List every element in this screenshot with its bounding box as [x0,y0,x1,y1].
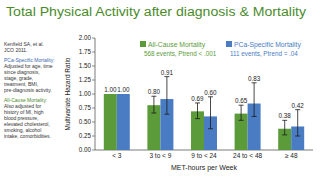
y-tick-label: 1.00 [79,90,92,97]
error-bar [195,103,200,119]
data-label: 0.91 [161,69,174,76]
y-tick-label: 0.25 [79,132,92,139]
title: Total Physical Activity after diagnosis … [6,5,307,19]
series-note: 111 events, Ptrend = .04 [230,50,298,57]
chart: Total Physical Activity after diagnosis … [0,0,320,180]
error-bar-cap [195,102,200,103]
x-axis-title: MET-hours per Week [171,164,238,172]
y-tick-label: 0.50 [79,118,92,125]
y-tick-label: 2.00 [79,34,92,41]
x-tick-label: < 3 [112,152,122,159]
annotation: intake, comorbidities. [4,133,51,139]
error-bar-cap [252,116,257,117]
data-label: 1.00 [104,86,117,93]
error-bar-stem [197,103,198,119]
error-bar-cap [151,113,156,114]
y-axis [95,38,96,150]
error-bar-stem [210,97,211,129]
error-bar-cap [208,96,213,97]
x-tick-label: 3 to < 9 [149,152,171,159]
error-bar-cap [252,82,257,83]
error-bar [295,110,300,136]
error-bar-cap [239,120,244,121]
y-tick-label: 1.75 [79,48,92,55]
y-tick [92,136,95,137]
error-bar-stem [241,105,242,120]
error-bar [252,83,257,117]
data-label: 0.65 [235,97,248,104]
error-bar-cap [282,134,287,135]
x-tick-label: ≥ 48 [285,152,298,159]
y-tick [92,94,95,95]
error-bar-cap [164,76,169,77]
annotation: JCO 2011. [4,47,28,53]
series-note: 568 events, Ptrend < .001 [144,50,217,57]
y-tick [92,122,95,123]
error-bar-cap [195,118,200,119]
data-label: 1.00 [117,86,130,93]
y-tick [92,150,95,151]
bar [104,94,117,150]
error-bar [208,97,213,129]
data-label: 0.42 [292,102,305,109]
error-bar-cap [151,96,156,97]
y-tick [92,80,95,81]
error-bar-stem [166,77,167,115]
legend-swatch [140,41,146,47]
y-tick [92,66,95,67]
error-bar-cap [164,114,169,115]
x-tick-label: 9 to < 24 [191,152,217,159]
error-bar-cap [239,105,244,106]
legend-label: All-Cause Mortality [148,41,206,49]
error-bar [164,77,169,115]
y-tick-label: 0.75 [79,104,92,111]
marks [104,77,304,150]
error-bar [239,105,244,120]
bar [117,94,130,150]
error-bar-cap [282,120,287,121]
error-bar-stem [284,120,285,135]
y-tick [92,38,95,39]
error-bar [282,120,287,135]
error-bar-stem [297,110,298,136]
y-axis-title: Multivariate Hazard Ratio [64,57,71,130]
legend-label: PCa-Specific Mortality [234,41,301,49]
data-label: 0.80 [148,88,161,95]
annotation: pre-diagnosis activity. [4,87,52,93]
error-bar [151,96,156,113]
y-tick [92,108,95,109]
y-tick-label: 1.25 [79,76,92,83]
legend-swatch [226,41,232,47]
data-label: 0.60 [204,89,217,96]
data-label: 0.38 [279,112,292,119]
error-bar-cap [295,136,300,137]
error-bar-cap [208,128,213,129]
y-tick-label: 1.50 [79,62,92,69]
y-tick [92,52,95,53]
error-bar-cap [295,109,300,110]
data-label: 0.69 [191,95,204,102]
x-tick-label: 24 to < 48 [233,152,262,159]
error-bar-stem [153,96,154,113]
error-bar-stem [254,83,255,117]
y-tick-label: 0.00 [79,146,92,153]
data-label: 0.83 [248,75,261,82]
